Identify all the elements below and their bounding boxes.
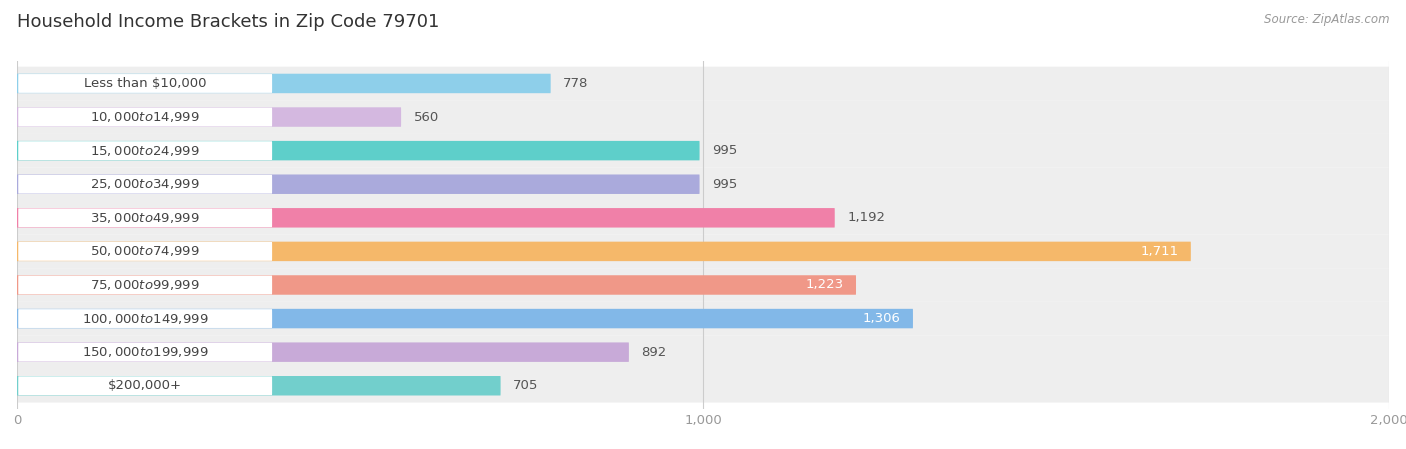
FancyBboxPatch shape	[17, 66, 1389, 100]
FancyBboxPatch shape	[18, 175, 273, 194]
Text: 995: 995	[711, 144, 737, 157]
Text: 1,711: 1,711	[1140, 245, 1178, 258]
Text: 892: 892	[641, 346, 666, 359]
FancyBboxPatch shape	[17, 302, 1389, 335]
Text: 1,223: 1,223	[806, 278, 844, 291]
Text: $35,000 to $49,999: $35,000 to $49,999	[90, 211, 200, 225]
FancyBboxPatch shape	[18, 343, 273, 361]
FancyBboxPatch shape	[17, 242, 1191, 261]
FancyBboxPatch shape	[17, 208, 835, 228]
FancyBboxPatch shape	[17, 141, 700, 160]
FancyBboxPatch shape	[17, 309, 912, 328]
FancyBboxPatch shape	[17, 376, 501, 396]
Text: $10,000 to $14,999: $10,000 to $14,999	[90, 110, 200, 124]
Text: 705: 705	[513, 379, 538, 392]
Text: Source: ZipAtlas.com: Source: ZipAtlas.com	[1264, 13, 1389, 26]
Text: $150,000 to $199,999: $150,000 to $199,999	[82, 345, 208, 359]
FancyBboxPatch shape	[17, 100, 1389, 134]
FancyBboxPatch shape	[18, 74, 273, 93]
FancyBboxPatch shape	[17, 268, 1389, 302]
FancyBboxPatch shape	[18, 208, 273, 227]
Text: 1,306: 1,306	[863, 312, 901, 325]
FancyBboxPatch shape	[17, 369, 1389, 403]
Text: $25,000 to $34,999: $25,000 to $34,999	[90, 177, 200, 191]
FancyBboxPatch shape	[17, 335, 1389, 369]
Text: Household Income Brackets in Zip Code 79701: Household Income Brackets in Zip Code 79…	[17, 13, 439, 31]
FancyBboxPatch shape	[18, 141, 273, 160]
Text: $50,000 to $74,999: $50,000 to $74,999	[90, 244, 200, 258]
FancyBboxPatch shape	[17, 275, 856, 295]
FancyBboxPatch shape	[18, 108, 273, 127]
Text: 995: 995	[711, 178, 737, 191]
Text: 560: 560	[413, 110, 439, 123]
FancyBboxPatch shape	[17, 234, 1389, 268]
FancyBboxPatch shape	[17, 74, 551, 93]
FancyBboxPatch shape	[17, 134, 1389, 167]
Text: Less than $10,000: Less than $10,000	[84, 77, 207, 90]
FancyBboxPatch shape	[18, 276, 273, 295]
Text: 778: 778	[562, 77, 588, 90]
Text: $15,000 to $24,999: $15,000 to $24,999	[90, 144, 200, 158]
FancyBboxPatch shape	[18, 242, 273, 261]
FancyBboxPatch shape	[17, 201, 1389, 234]
FancyBboxPatch shape	[17, 343, 628, 362]
FancyBboxPatch shape	[17, 107, 401, 127]
Text: $100,000 to $149,999: $100,000 to $149,999	[82, 312, 208, 326]
FancyBboxPatch shape	[18, 309, 273, 328]
FancyBboxPatch shape	[18, 376, 273, 395]
FancyBboxPatch shape	[17, 175, 700, 194]
Text: $200,000+: $200,000+	[108, 379, 183, 392]
FancyBboxPatch shape	[17, 167, 1389, 201]
Text: 1,192: 1,192	[846, 211, 886, 224]
Text: $75,000 to $99,999: $75,000 to $99,999	[90, 278, 200, 292]
